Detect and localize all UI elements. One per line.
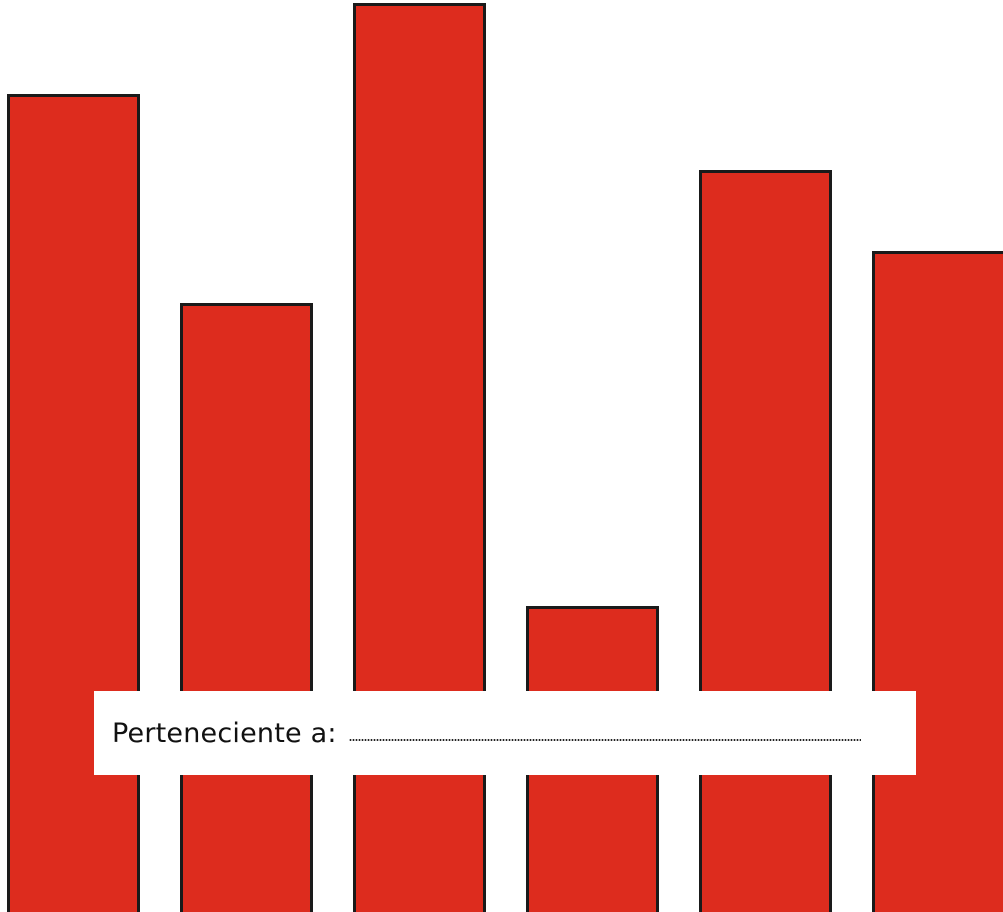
bar-3: [353, 3, 486, 912]
bar-6: [872, 251, 1003, 912]
bar-5: [699, 170, 832, 912]
dotted-write-line[interactable]: [348, 739, 861, 741]
bar-1: [7, 94, 140, 912]
owner-label: Perteneciente a:: [112, 717, 337, 749]
owner-name-field[interactable]: Perteneciente a:: [94, 691, 916, 775]
bar-2: [180, 303, 313, 912]
